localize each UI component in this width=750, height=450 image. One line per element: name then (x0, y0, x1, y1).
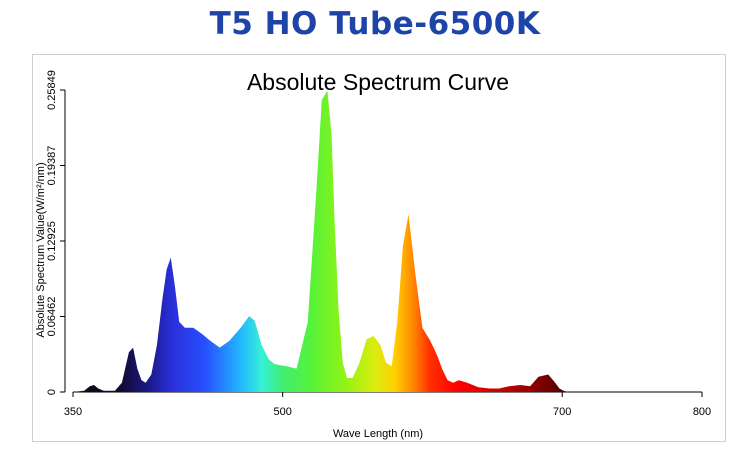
y-tick-label: 0.19387 (46, 146, 58, 186)
x-axis-label: Wave Length (nm) (333, 428, 423, 440)
y-axis-label: Absolute Spectrum Value(W/m²/nm) (35, 162, 47, 337)
page-title: T5 HO Tube-6500K (209, 6, 541, 42)
spectrum-area (73, 90, 702, 392)
x-tick-label: 350 (64, 406, 82, 418)
y-tick-label: 0 (46, 389, 58, 395)
y-tick-label: 0.12925 (46, 221, 58, 261)
chart-title: Absolute Spectrum Curve (247, 69, 509, 95)
x-tick-label: 800 (693, 406, 711, 418)
x-tick-label: 700 (553, 406, 571, 418)
y-tick-label: 0.25849 (46, 70, 58, 110)
x-tick-label: 500 (273, 406, 291, 418)
y-tick-label: 0.06462 (46, 297, 58, 337)
